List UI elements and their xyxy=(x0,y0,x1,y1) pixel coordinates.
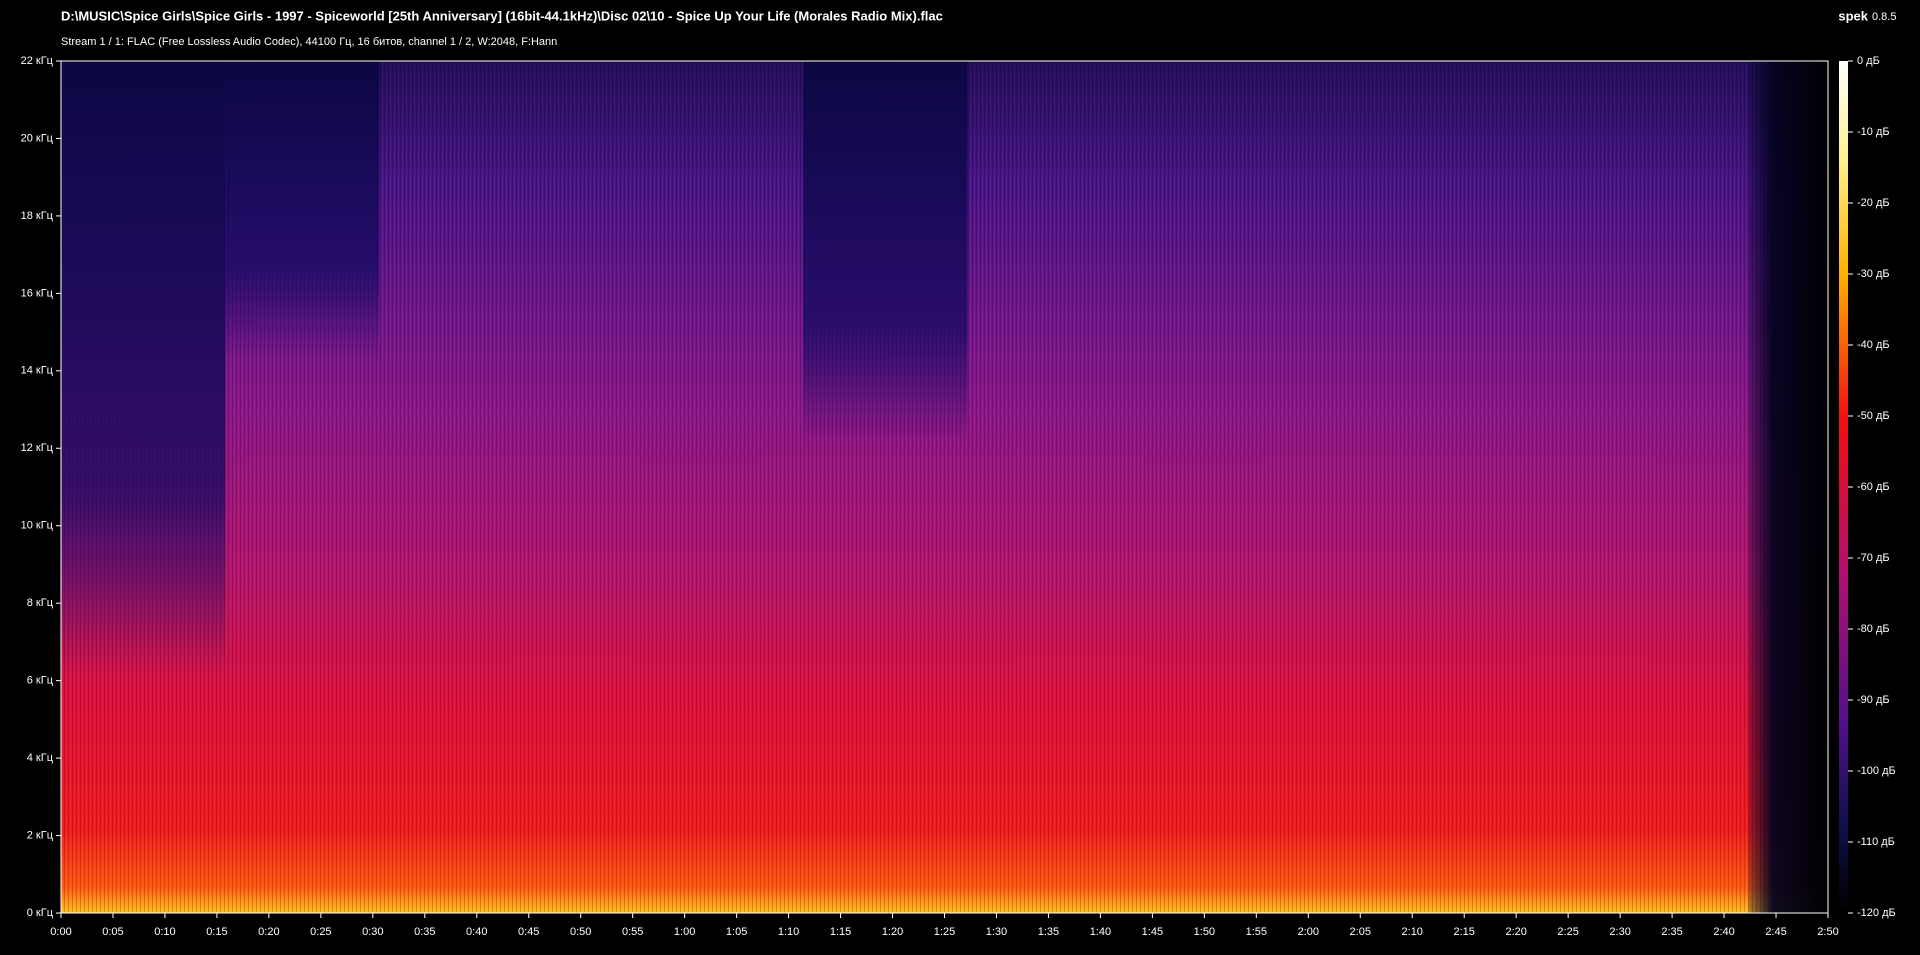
x-tick-label: 2:20 xyxy=(1505,926,1526,938)
x-tick-label: 2:05 xyxy=(1350,926,1371,938)
quiet-region xyxy=(225,61,380,360)
colorbar-tick-label: -80 дБ xyxy=(1857,623,1890,635)
x-tick-label: 2:30 xyxy=(1609,926,1630,938)
x-tick-label: 2:45 xyxy=(1765,926,1786,938)
colorbar-tick-label: -40 дБ xyxy=(1857,339,1890,351)
colorbar-tick-label: -120 дБ xyxy=(1857,907,1896,919)
x-tick-label: 1:20 xyxy=(882,926,903,938)
x-tick-label: 1:40 xyxy=(1090,926,1111,938)
x-tick-label: 1:05 xyxy=(726,926,747,938)
x-tick-label: 0:20 xyxy=(258,926,279,938)
colorbar-tick-label: -30 дБ xyxy=(1857,268,1890,280)
x-tick-label: 2:00 xyxy=(1298,926,1319,938)
y-tick-label: 22 кГц xyxy=(21,55,54,67)
colorbar-tick-label: -20 дБ xyxy=(1857,197,1890,209)
colorbar-tick-label: -90 дБ xyxy=(1857,694,1890,706)
y-tick-label: 2 кГц xyxy=(27,829,54,841)
y-tick-label: 14 кГц xyxy=(21,365,54,377)
y-tick-label: 16 кГц xyxy=(21,287,54,299)
x-tick-label: 2:40 xyxy=(1713,926,1734,938)
x-tick-label: 1:35 xyxy=(1038,926,1059,938)
x-tick-label: 1:15 xyxy=(830,926,851,938)
colorbar-tick-label: -100 дБ xyxy=(1857,765,1896,777)
y-tick-label: 10 кГц xyxy=(21,520,54,532)
x-tick-label: 0:35 xyxy=(414,926,435,938)
x-tick-label: 0:30 xyxy=(362,926,383,938)
x-tick-label: 1:25 xyxy=(934,926,955,938)
x-tick-label: 0:10 xyxy=(154,926,175,938)
y-tick-label: 12 кГц xyxy=(21,442,54,454)
x-tick-label: 1:55 xyxy=(1246,926,1267,938)
y-tick-label: 0 кГц xyxy=(27,907,54,919)
fade-out xyxy=(1748,61,1828,913)
y-tick-label: 18 кГц xyxy=(21,210,54,222)
colorbar-tick-label: -10 дБ xyxy=(1857,126,1890,138)
colorbar-tick-label: -50 дБ xyxy=(1857,410,1890,422)
x-tick-label: 0:05 xyxy=(102,926,123,938)
x-tick-label: 0:50 xyxy=(570,926,591,938)
y-tick-label: 4 кГц xyxy=(27,752,54,764)
colorbar-tick-label: 0 дБ xyxy=(1857,55,1880,67)
colorbar-tick-label: -60 дБ xyxy=(1857,481,1890,493)
x-tick-label: 1:10 xyxy=(778,926,799,938)
x-tick-label: 1:45 xyxy=(1142,926,1163,938)
x-tick-label: 2:35 xyxy=(1661,926,1682,938)
x-tick-label: 2:10 xyxy=(1402,926,1423,938)
y-tick-label: 20 кГц xyxy=(21,132,54,144)
x-tick-label: 0:25 xyxy=(310,926,331,938)
app-version: 0.8.5 xyxy=(1872,11,1896,23)
x-tick-label: 1:30 xyxy=(986,926,1007,938)
quiet-region xyxy=(803,61,968,445)
spectrogram-image xyxy=(60,60,1829,914)
x-tick-label: 2:50 xyxy=(1817,926,1838,938)
x-tick-label: 0:15 xyxy=(206,926,227,938)
x-tick-label: 2:15 xyxy=(1453,926,1474,938)
stream-info: Stream 1 / 1: FLAC (Free Lossless Audio … xyxy=(61,36,557,48)
colorbar-tick-label: -110 дБ xyxy=(1857,836,1895,848)
colorbar-tick-label: -70 дБ xyxy=(1857,552,1890,564)
x-tick-label: 0:00 xyxy=(50,926,71,938)
y-tick-label: 8 кГц xyxy=(27,597,54,609)
color-bar xyxy=(1839,61,1848,913)
file-title: D:\MUSIC\Spice Girls\Spice Girls - 1997 … xyxy=(61,8,943,23)
x-tick-label: 0:45 xyxy=(518,926,539,938)
x-tick-label: 0:55 xyxy=(622,926,643,938)
y-tick-label: 6 кГц xyxy=(27,675,54,687)
quiet-region xyxy=(61,61,226,675)
x-tick-label: 1:00 xyxy=(674,926,695,938)
x-tick-label: 0:40 xyxy=(466,926,487,938)
app-name: spek xyxy=(1838,8,1868,23)
x-tick-label: 2:25 xyxy=(1557,926,1578,938)
x-tick-label: 1:50 xyxy=(1194,926,1215,938)
